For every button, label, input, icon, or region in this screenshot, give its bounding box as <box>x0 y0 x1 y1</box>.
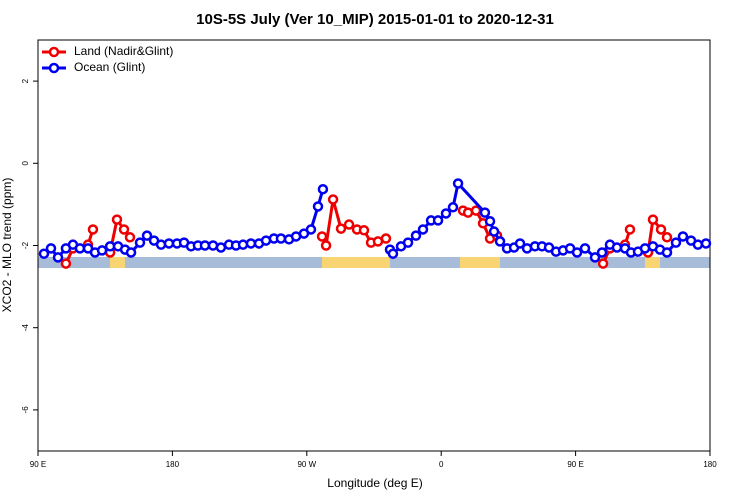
data-point <box>670 237 682 248</box>
data-point <box>327 194 339 205</box>
data-point <box>60 258 72 269</box>
data-point <box>677 231 689 242</box>
data-point <box>163 238 175 249</box>
data-point <box>611 242 623 253</box>
y-tick-label: -4 <box>21 324 30 332</box>
data-point <box>488 226 500 237</box>
legend-label: Ocean (Glint) <box>74 60 145 74</box>
y-tick-label: 0 <box>21 161 30 166</box>
data-point <box>624 224 636 235</box>
data-point <box>571 247 583 258</box>
data-point <box>124 232 136 243</box>
x-tick-label: 90 E <box>567 460 583 469</box>
data-point <box>317 183 329 195</box>
data-point <box>647 214 659 225</box>
data-point <box>410 230 422 241</box>
land-band <box>460 257 500 268</box>
data-point <box>452 178 464 189</box>
data-point <box>199 240 211 251</box>
land-mask <box>38 257 710 268</box>
data-point <box>320 240 332 251</box>
data-point <box>417 224 429 235</box>
land-band <box>110 257 125 268</box>
data-point <box>655 224 667 235</box>
data-point <box>52 252 64 263</box>
data-point <box>87 224 99 235</box>
data-point <box>402 237 414 248</box>
data-point <box>96 245 108 256</box>
data-point <box>700 238 712 249</box>
data-point <box>312 201 324 212</box>
legend-marker <box>48 62 60 74</box>
data-point <box>484 216 496 227</box>
data-point <box>692 239 704 250</box>
chart-title: 10S-5S July (Ver 10_MIP) 2015-01-01 to 2… <box>196 11 554 28</box>
y-tick-label: 2 <box>21 78 30 83</box>
y-axis-label: XCO2 - MLO trend (ppm) <box>0 178 14 313</box>
data-point <box>275 233 287 244</box>
x-tick-label: 90 W <box>297 460 316 469</box>
data-point <box>245 238 257 249</box>
data-point <box>596 247 608 258</box>
legend-label: Land (Nadir&Glint) <box>74 44 173 58</box>
data-point <box>514 238 526 249</box>
y-tick-label: -2 <box>21 241 30 249</box>
data-point <box>134 237 146 248</box>
data-point <box>237 239 249 250</box>
data-point <box>387 248 399 259</box>
data-point <box>141 230 153 241</box>
data-point <box>661 232 673 243</box>
y-tick-label: -6 <box>21 406 30 414</box>
data-point <box>589 252 601 263</box>
x-tick-label: 90 E <box>30 460 46 469</box>
data-point <box>343 219 355 230</box>
data-point <box>118 224 130 235</box>
data-point <box>440 208 452 219</box>
x-tick-label: 180 <box>166 460 180 469</box>
data-point <box>380 233 392 244</box>
land-band <box>322 257 390 268</box>
data-point <box>316 231 328 242</box>
data-point <box>111 214 123 225</box>
x-tick-label: 0 <box>439 460 444 469</box>
data-point <box>579 243 591 254</box>
data-point <box>470 205 482 216</box>
data-point <box>661 247 673 258</box>
data-point <box>215 242 227 253</box>
data-point <box>125 247 137 258</box>
data-point <box>479 207 491 218</box>
data-point <box>305 224 317 235</box>
data-point <box>447 202 459 213</box>
data-point <box>38 248 50 259</box>
x-tick-label: 180 <box>703 460 717 469</box>
data-point <box>597 258 609 269</box>
legend-marker <box>48 46 60 58</box>
data-point <box>155 239 167 250</box>
data-point <box>432 215 444 226</box>
data-point <box>45 243 57 254</box>
data-point <box>358 225 370 236</box>
land-band <box>645 257 660 268</box>
x-axis-label: Longitude (deg E) <box>327 476 422 490</box>
data-point <box>494 236 506 247</box>
data-point <box>74 243 86 254</box>
data-point <box>335 223 347 234</box>
